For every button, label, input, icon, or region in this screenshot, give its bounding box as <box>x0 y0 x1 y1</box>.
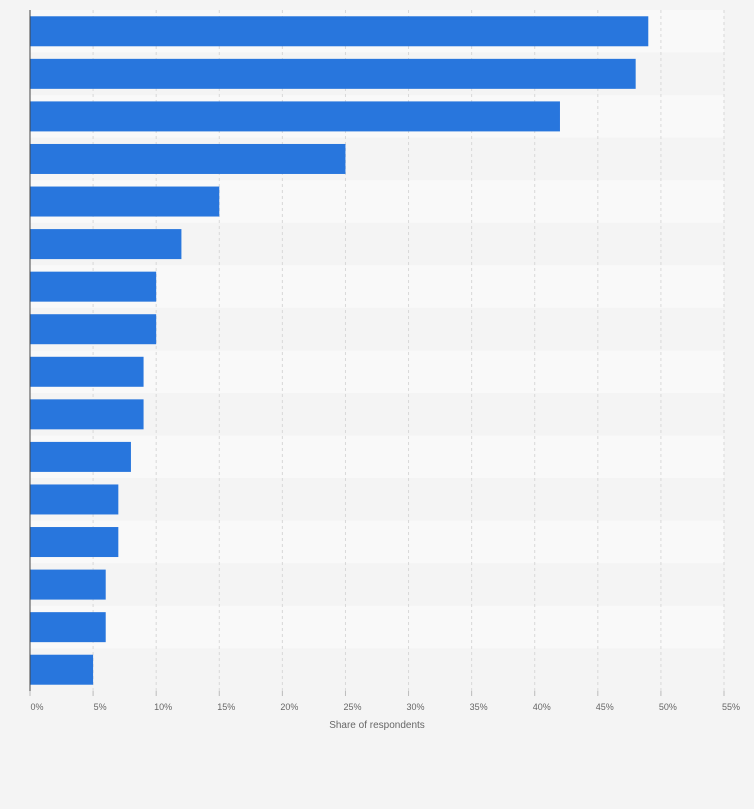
bar[interactable] <box>30 186 220 217</box>
bar[interactable] <box>30 484 119 515</box>
bar[interactable] <box>30 569 106 600</box>
bar[interactable] <box>30 143 346 174</box>
row-band <box>30 563 724 606</box>
x-tick-label: 50% <box>659 702 677 712</box>
x-tick-label: 5% <box>94 702 107 712</box>
bar[interactable] <box>30 654 94 685</box>
row-band <box>30 350 724 394</box>
bar[interactable] <box>30 314 157 345</box>
bar[interactable] <box>30 441 131 472</box>
bar[interactable] <box>30 399 144 430</box>
bar[interactable] <box>30 101 560 132</box>
x-tick-label: 40% <box>533 702 551 712</box>
bars <box>30 16 649 685</box>
x-tick-label: 20% <box>280 702 298 712</box>
x-tick-label: 0% <box>30 702 43 712</box>
bar[interactable] <box>30 271 157 302</box>
bar[interactable] <box>30 229 182 260</box>
row-band <box>30 520 724 564</box>
x-tick-label: 10% <box>154 702 172 712</box>
x-tick-label: 15% <box>217 702 235 712</box>
x-tick-label: 45% <box>596 702 614 712</box>
bar[interactable] <box>30 356 144 387</box>
bar[interactable] <box>30 527 119 558</box>
row-band <box>30 478 724 521</box>
bar[interactable] <box>30 16 649 47</box>
x-tick-label: 30% <box>407 702 425 712</box>
x-axis-ticks: 0% 5% 10% 15% 20% 25% 30% 35% 40% 45% 50% 55% <box>29 691 740 712</box>
row-band <box>30 435 724 479</box>
x-tick-label: 25% <box>343 702 361 712</box>
bar[interactable] <box>30 58 636 89</box>
row-band <box>30 393 724 436</box>
row-band <box>30 648 724 691</box>
bar[interactable] <box>30 612 106 643</box>
x-axis-label: Share of respondents <box>329 720 425 731</box>
x-tick-label: 55% <box>722 702 740 712</box>
row-band <box>30 605 724 649</box>
x-tick-label: 35% <box>470 702 488 712</box>
